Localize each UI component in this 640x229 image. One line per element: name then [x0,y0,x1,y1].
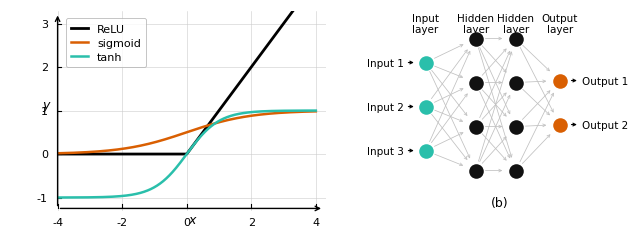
sigmoid [178,133,186,136]
Text: -2: -2 [116,217,128,227]
Text: 2: 2 [248,217,255,227]
Line: sigmoid: sigmoid [58,112,316,154]
tanh [193,139,201,142]
Text: 4: 4 [312,217,319,227]
ReLU [177,153,184,156]
Point [511,81,521,85]
tanh [266,110,273,113]
Text: 1: 1 [41,106,48,116]
Point [420,105,431,109]
Text: Input 2: Input 2 [367,102,404,112]
Point [511,38,521,41]
Legend: ReLU, sigmoid, tanh: ReLU, sigmoid, tanh [66,19,147,68]
sigmoid [207,123,215,126]
Text: -4: -4 [52,217,63,227]
Text: 0: 0 [183,217,190,227]
sigmoid [266,113,273,116]
tanh [177,162,184,164]
ReLU [178,153,186,156]
Point [554,79,564,83]
sigmoid [306,111,314,113]
Point [554,123,564,127]
tanh [54,196,61,199]
Text: 0: 0 [41,149,48,159]
Text: Input
layer: Input layer [412,14,439,35]
Point [470,169,481,173]
Point [511,169,521,173]
Text: Output 1: Output 1 [582,76,628,86]
ReLU [266,42,273,45]
Text: Input 3: Input 3 [367,146,404,156]
Point [420,149,431,153]
Point [420,61,431,65]
ReLU [54,153,61,156]
sigmoid [177,134,184,136]
Text: Output 2: Output 2 [582,120,628,130]
Point [511,125,521,129]
ReLU [193,139,201,142]
Text: Input 1: Input 1 [367,58,404,68]
sigmoid [54,152,61,155]
Line: ReLU: ReLU [58,0,316,154]
ReLU [207,120,215,123]
Text: Hidden
layer: Hidden layer [457,14,494,35]
Text: Hidden
layer: Hidden layer [497,14,534,35]
sigmoid [312,110,319,113]
Text: (b): (b) [491,196,508,209]
tanh [306,110,314,112]
tanh [312,110,319,112]
Y-axis label: y: y [43,98,50,111]
X-axis label: x: x [188,213,195,226]
tanh [207,125,215,128]
Text: Output
layer: Output layer [541,14,578,35]
Point [470,125,481,129]
sigmoid [193,128,201,131]
Text: -1: -1 [37,193,48,203]
Text: 2: 2 [41,63,48,73]
Point [470,81,481,85]
Text: 3: 3 [41,19,48,29]
Line: tanh: tanh [58,111,316,198]
tanh [178,160,186,162]
Point [470,38,481,41]
